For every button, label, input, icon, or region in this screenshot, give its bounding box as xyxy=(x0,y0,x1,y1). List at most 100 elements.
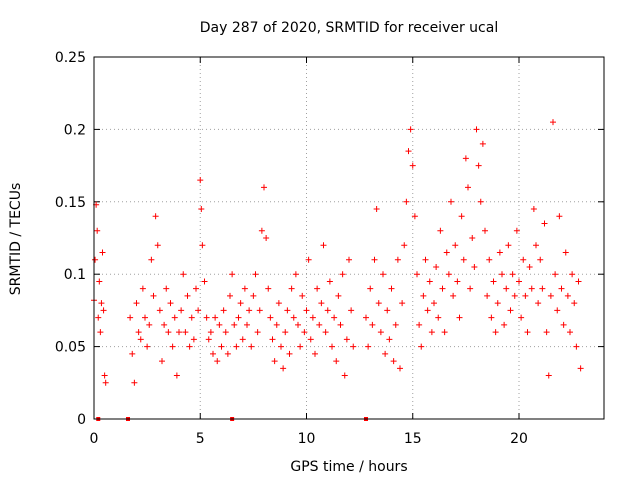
data-point xyxy=(320,242,327,249)
data-point xyxy=(503,285,510,292)
data-point xyxy=(569,271,576,278)
data-point xyxy=(373,206,380,213)
data-point xyxy=(329,343,335,350)
data-point xyxy=(99,249,106,256)
data-point xyxy=(205,336,212,343)
data-point xyxy=(533,242,539,249)
data-point xyxy=(326,278,333,285)
chart-title: Day 287 of 2020, SRMTID for receiver uca… xyxy=(200,20,498,36)
data-point xyxy=(505,242,512,249)
data-point xyxy=(556,213,563,220)
data-point xyxy=(339,271,346,278)
data-point xyxy=(562,249,569,256)
data-point xyxy=(199,242,206,249)
data-point xyxy=(516,278,522,285)
data-point xyxy=(214,358,221,365)
data-point xyxy=(263,235,270,241)
data-point xyxy=(154,242,161,249)
data-point xyxy=(488,314,495,321)
data-point xyxy=(375,300,382,307)
data-point xyxy=(475,162,482,169)
x-tick-label: 20 xyxy=(510,431,528,447)
y-tick-label: 0.1 xyxy=(64,267,86,283)
data-point xyxy=(152,213,159,220)
data-point xyxy=(261,184,267,191)
data-point xyxy=(390,358,397,365)
data-point xyxy=(210,350,216,357)
data-point xyxy=(216,321,223,328)
data-point xyxy=(180,271,187,278)
data-point xyxy=(301,329,308,336)
data-point xyxy=(250,292,257,299)
data-point xyxy=(435,314,442,321)
data-point xyxy=(94,227,101,234)
data-point xyxy=(273,321,280,328)
data-point xyxy=(426,278,433,285)
data-point xyxy=(411,213,418,220)
data-point xyxy=(394,256,401,263)
data-point xyxy=(337,321,344,328)
data-point xyxy=(382,350,389,357)
data-point xyxy=(499,271,505,278)
data-point xyxy=(377,329,384,336)
data-point xyxy=(445,271,452,278)
data-point xyxy=(507,307,514,314)
data-point xyxy=(473,126,480,133)
data-point xyxy=(428,329,435,336)
data-point xyxy=(547,292,554,299)
data-point xyxy=(278,343,284,350)
data-point xyxy=(265,285,272,292)
data-point xyxy=(190,336,197,343)
data-point xyxy=(303,307,310,314)
data-point xyxy=(437,227,444,234)
data-point xyxy=(501,321,508,328)
data-point xyxy=(258,227,265,234)
data-point xyxy=(456,314,463,321)
data-point xyxy=(471,263,478,270)
data-point xyxy=(518,314,525,321)
data-point xyxy=(431,300,437,307)
data-point xyxy=(384,307,391,314)
data-point xyxy=(571,300,578,307)
data-point xyxy=(573,343,580,350)
data-point xyxy=(280,365,287,372)
data-point xyxy=(448,198,454,205)
data-point xyxy=(95,314,102,321)
data-point xyxy=(545,372,552,379)
data-point xyxy=(465,184,471,191)
data-point xyxy=(96,278,103,285)
data-point xyxy=(292,271,299,278)
data-point xyxy=(409,162,416,169)
data-point xyxy=(169,343,176,350)
data-point xyxy=(218,343,225,350)
data-point xyxy=(343,336,350,343)
data-point xyxy=(256,307,263,314)
data-point xyxy=(467,285,474,292)
data-point xyxy=(248,343,255,350)
y-tick-label: 0 xyxy=(77,412,86,428)
data-point xyxy=(176,329,182,336)
data-point xyxy=(335,292,342,299)
data-point xyxy=(159,358,165,365)
data-point xyxy=(399,300,406,307)
data-point xyxy=(346,256,352,263)
data-point xyxy=(458,213,465,220)
data-point xyxy=(220,307,227,314)
data-point xyxy=(271,358,278,365)
data-point xyxy=(539,285,546,292)
data-point xyxy=(416,321,423,328)
data-point xyxy=(316,321,323,328)
y-tick-label: 0.15 xyxy=(55,195,86,211)
data-point xyxy=(246,307,253,314)
data-point xyxy=(131,379,138,386)
data-point xyxy=(575,278,582,285)
data-point xyxy=(144,343,151,350)
grid xyxy=(94,57,604,419)
data-point xyxy=(479,140,486,147)
data-point xyxy=(97,329,104,336)
data-point xyxy=(524,329,531,336)
data-point xyxy=(350,343,357,350)
data-point xyxy=(212,314,219,321)
data-point xyxy=(492,329,499,336)
data-point xyxy=(543,329,550,336)
